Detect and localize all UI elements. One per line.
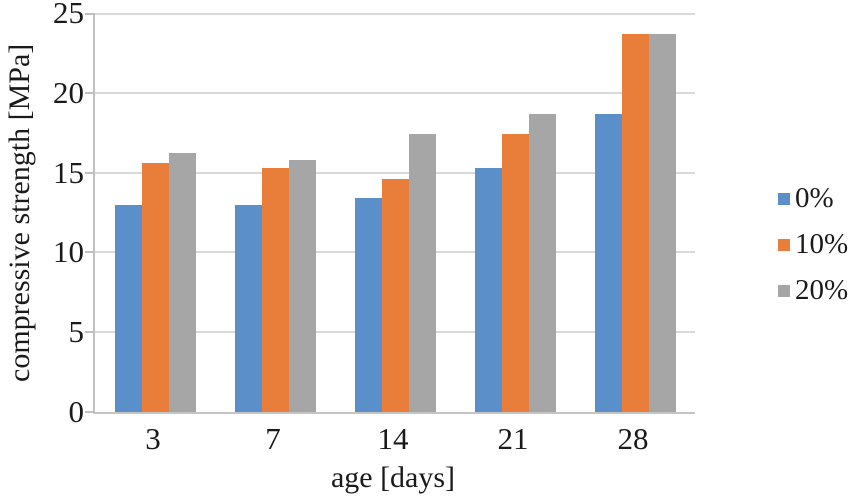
bar-10%-3days [141,163,169,412]
y-tick-label-0: 0 [68,394,85,429]
bar-group-14 [335,13,455,412]
y-tick-label-20: 20 [53,74,84,110]
bar-20%-7days [288,159,316,412]
y-tick-mark-0 [85,411,95,413]
bar-10%-7days [261,167,289,412]
bar-10%-14days [381,178,409,412]
legend-swatch-icon [778,192,790,205]
bar-20%-28days [648,33,676,412]
legend-swatch-icon [778,284,790,297]
bar-group-21 [455,13,575,412]
legend-label: 0% [795,182,834,214]
bar-group-3 [95,13,215,412]
gridline-15 [95,171,695,174]
bar-0%-28days [594,113,622,412]
gridline-20 [95,91,695,94]
plot-area [85,13,695,414]
legend-label: 20% [795,274,849,306]
x-tick-label-21: 21 [497,421,529,456]
bar-20%-21days [528,113,556,412]
y-axis-tick-labels: 0 5 10 15 20 25 [0,0,85,429]
x-tick-label-7: 7 [265,421,281,456]
y-tick-mark-15 [85,171,95,174]
bar-group-28 [575,13,695,412]
legend-item-10%: 10% [778,228,849,260]
x-tick-label-28: 28 [617,421,649,456]
x-axis-title: age [days] [330,461,456,494]
bar-group-7 [215,13,335,412]
legend-item-0%: 0% [778,182,848,214]
bar-0%-14days [354,198,382,412]
y-tick-mark-25 [85,13,95,15]
y-tick-label-15: 15 [53,154,84,190]
legend-swatch-icon [778,238,790,251]
y-tick-label-25: 25 [53,0,84,30]
y-tick-label-5: 5 [68,314,85,350]
gridline-25 [95,13,695,15]
legend-label: 10% [795,228,849,260]
bar-10%-21days [501,134,529,412]
x-axis-tick-labels: 3 7 14 21 28 [93,421,693,459]
legend: 0% 10% 20% [778,182,849,306]
bar-10%-28days [621,33,649,412]
x-tick-label-3: 3 [145,421,161,456]
x-tick-label-14: 14 [377,421,409,456]
legend-item-20%: 20% [778,274,849,306]
y-tick-mark-10 [85,251,95,254]
bar-0%-3days [114,204,142,412]
y-tick-mark-5 [85,331,95,334]
bar-0%-21days [474,167,502,412]
bar-20%-14days [408,134,436,412]
bar-0%-7days [234,204,262,412]
y-tick-label-10: 10 [53,234,84,270]
bar-20%-3days [168,153,196,412]
y-tick-mark-20 [85,91,95,94]
